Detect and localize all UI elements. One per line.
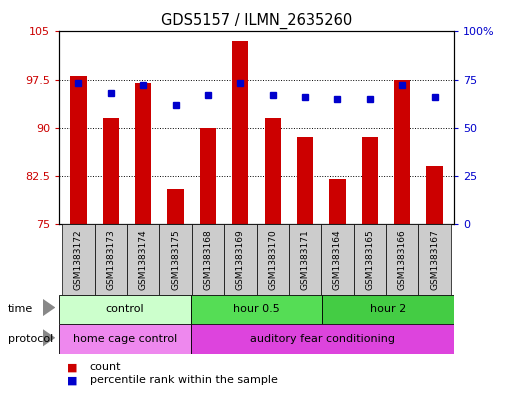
Bar [62, 224, 94, 295]
Bar [386, 224, 419, 295]
Text: hour 2: hour 2 [370, 305, 406, 314]
Polygon shape [43, 329, 55, 347]
Bar [321, 224, 353, 295]
Bar [167, 189, 184, 224]
Text: GSM1383168: GSM1383168 [204, 229, 212, 290]
Text: home cage control: home cage control [73, 334, 177, 344]
Bar [394, 79, 410, 224]
Title: GDS5157 / ILMN_2635260: GDS5157 / ILMN_2635260 [161, 13, 352, 29]
Bar [297, 138, 313, 224]
Bar [322, 295, 454, 324]
Bar [127, 224, 160, 295]
Bar [192, 224, 224, 295]
Bar [200, 128, 216, 224]
Bar [256, 224, 289, 295]
Bar [362, 138, 378, 224]
Bar [59, 324, 191, 354]
Bar [265, 118, 281, 224]
Text: protocol: protocol [8, 334, 53, 344]
Text: GSM1383165: GSM1383165 [365, 229, 374, 290]
Text: GSM1383167: GSM1383167 [430, 229, 439, 290]
Text: auditory fear conditioning: auditory fear conditioning [250, 334, 395, 344]
Text: percentile rank within the sample: percentile rank within the sample [90, 375, 278, 386]
Text: GSM1383171: GSM1383171 [301, 229, 309, 290]
Bar [232, 41, 248, 224]
Bar [70, 76, 87, 224]
Bar [191, 295, 322, 324]
Text: ■: ■ [67, 375, 77, 386]
Bar [94, 224, 127, 295]
Text: GSM1383175: GSM1383175 [171, 229, 180, 290]
Text: GSM1383174: GSM1383174 [139, 229, 148, 290]
Bar [426, 166, 443, 224]
Bar [59, 295, 191, 324]
Bar [289, 224, 321, 295]
Bar [419, 224, 451, 295]
Text: GSM1383164: GSM1383164 [333, 229, 342, 290]
Bar [353, 224, 386, 295]
Bar [191, 324, 454, 354]
Text: ■: ■ [67, 362, 77, 373]
Text: GSM1383172: GSM1383172 [74, 229, 83, 290]
Text: hour 0.5: hour 0.5 [233, 305, 280, 314]
Bar [135, 83, 151, 224]
Polygon shape [43, 299, 55, 316]
Text: control: control [106, 305, 144, 314]
Bar [329, 179, 346, 224]
Text: GSM1383166: GSM1383166 [398, 229, 407, 290]
Bar [224, 224, 256, 295]
Text: time: time [8, 304, 33, 314]
Bar [160, 224, 192, 295]
Bar [103, 118, 119, 224]
Text: GSM1383173: GSM1383173 [106, 229, 115, 290]
Text: count: count [90, 362, 121, 373]
Text: GSM1383170: GSM1383170 [268, 229, 277, 290]
Text: GSM1383169: GSM1383169 [236, 229, 245, 290]
